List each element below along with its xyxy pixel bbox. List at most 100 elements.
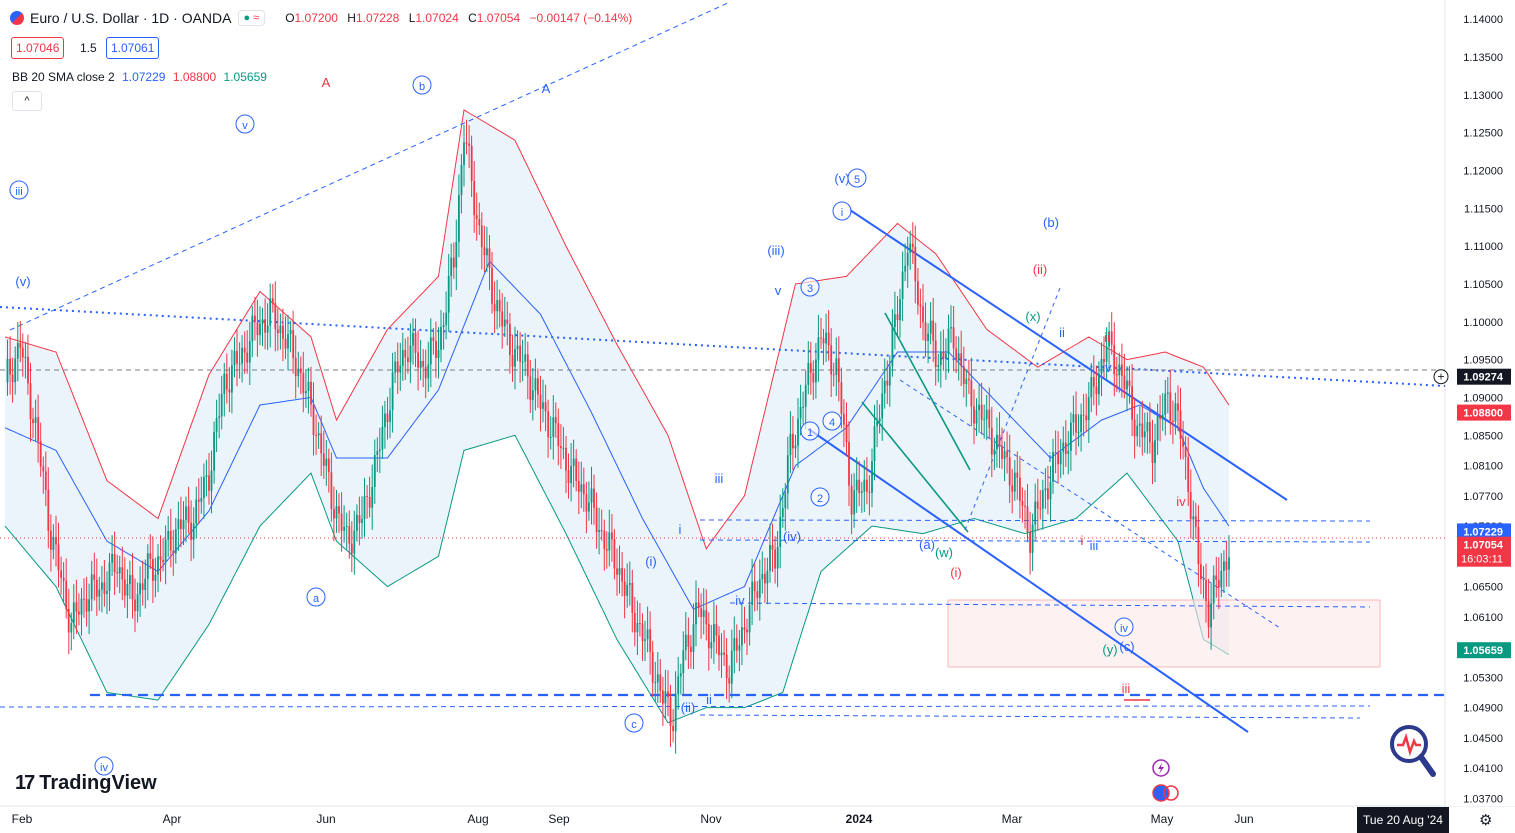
candle-body xyxy=(473,180,476,216)
open-value: 1.07200 xyxy=(294,11,338,25)
time-axis[interactable]: Feb Apr Jun Aug Sep Nov 2024 Mar May Jun xyxy=(12,812,1254,826)
wave-label: iv xyxy=(1120,623,1128,635)
candle-body xyxy=(228,389,231,393)
collapse-legend-button[interactable]: ^ xyxy=(12,91,42,111)
candle-body xyxy=(62,577,65,581)
candle-body xyxy=(860,491,863,493)
candle-body xyxy=(1126,380,1128,390)
candle-body xyxy=(965,378,968,384)
candle-body xyxy=(531,390,534,401)
candle-body xyxy=(356,514,358,531)
time-tick-label: Apr xyxy=(163,812,182,826)
candle-body xyxy=(710,642,713,649)
candle-body xyxy=(580,484,583,492)
candle-body xyxy=(450,257,453,276)
candle-body xyxy=(55,537,57,545)
wave-label: iv xyxy=(1176,494,1186,509)
price-tick-label: 1.11500 xyxy=(1464,203,1503,215)
open-label: O xyxy=(285,11,295,25)
candle-body xyxy=(570,465,572,484)
candle-body xyxy=(758,579,761,598)
candle-body xyxy=(713,624,715,643)
candle-body xyxy=(871,461,873,493)
candle-body xyxy=(1146,422,1149,432)
candle-body xyxy=(187,506,190,523)
wave-label: ii xyxy=(706,692,712,707)
plus-icon xyxy=(1433,369,1449,385)
candle-body xyxy=(307,381,310,391)
candle-body xyxy=(1143,431,1146,438)
candle-body xyxy=(644,639,646,641)
candle-body xyxy=(950,327,952,329)
candle-body xyxy=(483,247,486,256)
candle-body xyxy=(16,342,19,359)
lower-band-line xyxy=(4,434,1230,724)
wxy-line-1 xyxy=(884,312,971,471)
hline-2 xyxy=(699,539,1371,543)
wave-label: 5 xyxy=(854,174,860,186)
candle-body xyxy=(136,594,139,611)
candle-body xyxy=(1019,477,1021,502)
candle-body xyxy=(901,271,904,300)
candle-body xyxy=(521,361,524,363)
candle-body xyxy=(325,458,328,466)
candle-body xyxy=(458,195,460,242)
candle-body xyxy=(220,393,223,417)
candle-body xyxy=(917,281,919,305)
candle-body xyxy=(412,333,414,346)
candle-body xyxy=(968,378,970,381)
price-axis-bg xyxy=(1446,0,1515,806)
candle-body xyxy=(598,530,601,533)
candle-body xyxy=(1156,416,1159,441)
candle-body xyxy=(626,584,629,596)
wave-label: iii xyxy=(15,186,22,198)
candle-body xyxy=(667,691,669,698)
candle-body xyxy=(853,490,856,515)
price-label-text: 1.07054 xyxy=(1463,540,1504,552)
buy-price-button[interactable]: 1.07061 xyxy=(106,37,160,59)
bollinger-bands xyxy=(4,109,1230,724)
spread-value: 1.5 xyxy=(80,41,97,55)
candle-body xyxy=(154,574,157,581)
countdown-label: 16:03:11 xyxy=(1461,554,1503,566)
candle-body xyxy=(1110,331,1113,345)
price-tick-label: 1.14000 xyxy=(1463,14,1503,26)
candle-body xyxy=(203,477,205,499)
price-label-box xyxy=(1457,404,1511,421)
candle-body xyxy=(562,447,565,449)
candle-body xyxy=(812,372,815,383)
candle-body xyxy=(881,393,884,419)
price-label-box xyxy=(1457,368,1511,385)
candle-body xyxy=(432,337,435,341)
candle-body xyxy=(167,531,170,540)
price-axis[interactable]: 1.14000 1.13500 1.13000 1.12500 1.12000 1.115… xyxy=(1433,0,1515,806)
gear-icon[interactable]: ⚙ xyxy=(1479,812,1493,829)
symbol-title[interactable]: Euro / U.S. Dollar · 1D · OANDA xyxy=(30,10,232,26)
candle-body xyxy=(1029,532,1031,553)
candle-body xyxy=(960,353,963,367)
candle-body xyxy=(866,479,868,492)
candle-body xyxy=(919,304,922,307)
candle-body xyxy=(149,553,152,559)
candle-body xyxy=(391,372,394,411)
candle-body xyxy=(659,674,662,691)
candle-body xyxy=(1047,488,1049,500)
sell-price-button[interactable]: 1.07046 xyxy=(11,37,65,59)
indicator-legend[interactable]: BB 20 SMA close 2 1.07229 1.08800 1.0565… xyxy=(12,70,271,84)
status-indicators[interactable]: ● ≈ xyxy=(237,10,266,26)
event-icons[interactable] xyxy=(1148,757,1184,807)
candle-body xyxy=(524,354,527,362)
candle-body xyxy=(794,445,797,449)
candle-body xyxy=(491,267,493,304)
candle-body xyxy=(636,623,639,633)
time-tick-label: Nov xyxy=(700,812,721,826)
candle-body xyxy=(1200,564,1202,580)
tradingview-logo[interactable]: 17 TradingView xyxy=(15,772,157,795)
candle-body xyxy=(1149,422,1151,443)
candle-body xyxy=(60,570,62,578)
candle-body xyxy=(723,652,725,655)
symbol-flag-icon[interactable] xyxy=(10,11,24,25)
candle-body xyxy=(389,410,391,422)
